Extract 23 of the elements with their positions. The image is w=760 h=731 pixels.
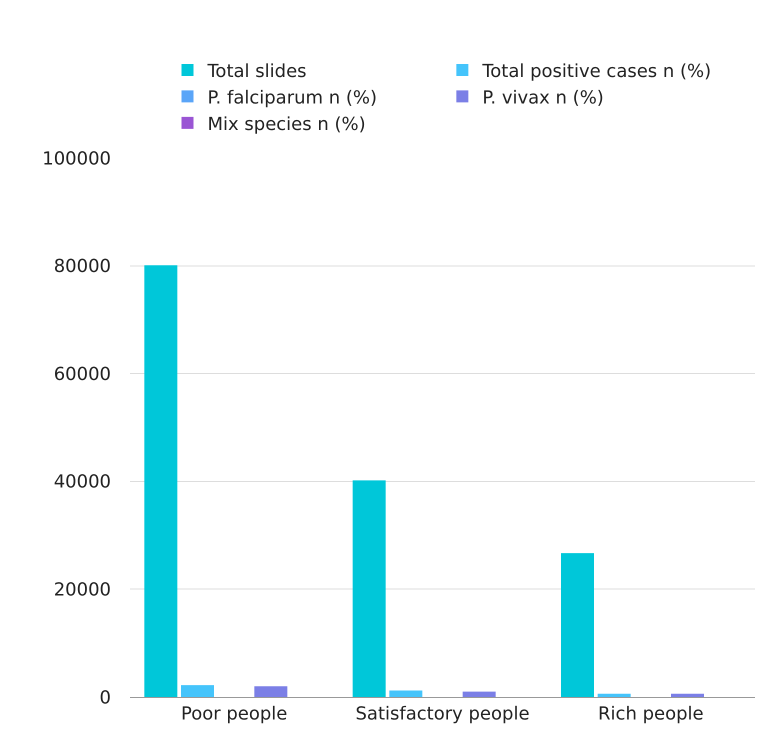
y-tick-label: 20000: [54, 580, 111, 600]
bar: [561, 553, 594, 697]
bar: [462, 692, 496, 697]
x-tick-label: Satisfactory people: [355, 704, 530, 725]
legend-label: P. falciparum n (%): [208, 87, 378, 108]
bar: [352, 480, 386, 697]
y-tick-label: 80000: [54, 256, 111, 278]
bar: [144, 265, 178, 697]
bar: [254, 686, 288, 697]
x-tick-label: Poor people: [180, 704, 288, 725]
legend-label: Total slides: [206, 61, 307, 82]
y-tick-label: 0: [100, 687, 111, 708]
x-tick-label: Rich people: [598, 704, 704, 725]
y-tick-label: 100000: [42, 148, 111, 170]
bar: [671, 694, 704, 697]
legend-label: Total positive cases n (%): [481, 61, 712, 82]
bar: [389, 690, 422, 697]
bar: [598, 694, 631, 697]
y-tick-label: 60000: [54, 364, 111, 385]
legend-label: Mix species n (%): [208, 114, 366, 135]
bar: [181, 685, 214, 697]
legend-label: P. vivax n (%): [482, 87, 604, 108]
y-tick-label: 40000: [54, 472, 111, 493]
